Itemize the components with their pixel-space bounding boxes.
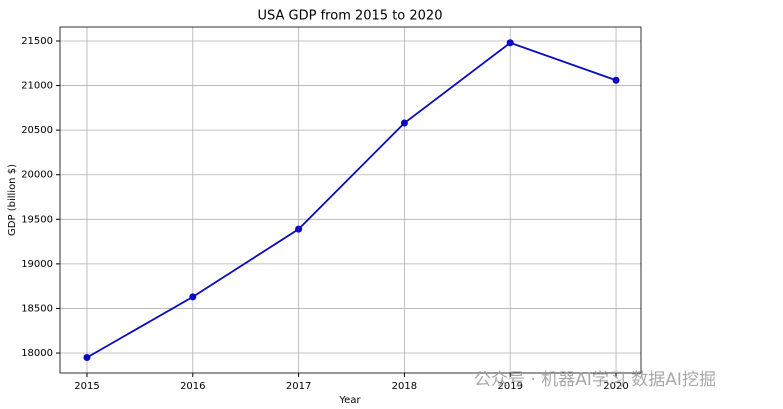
y-tick-label: 21500: [21, 36, 53, 47]
y-axis-label: GDP (billion $): [7, 164, 18, 236]
data-point: [189, 293, 197, 301]
y-tick-label: 18000: [21, 348, 53, 359]
data-line: [86, 41, 617, 359]
y-tick-label: 20000: [21, 170, 53, 181]
y-tick-label: 20500: [21, 125, 53, 136]
x-tick-label: 2016: [180, 381, 205, 392]
watermark: 公众号 · 机器AI学习 数据AI挖掘: [474, 370, 716, 390]
x-axis-label: Year: [338, 395, 361, 406]
x-tick-label: 2017: [286, 381, 311, 392]
y-tick-label: 18500: [21, 303, 53, 314]
y-tick-label: 19000: [21, 259, 53, 270]
data-point: [295, 225, 303, 233]
chart-title: USA GDP from 2015 to 2020: [258, 9, 443, 24]
x-tick-label: 2019: [497, 381, 522, 392]
plot-frame: [59, 26, 642, 374]
y-tick-label: 19500: [21, 214, 53, 225]
data-point: [506, 39, 514, 47]
x-tick-label: 2015: [74, 381, 99, 392]
data-point: [83, 353, 91, 361]
x-tick-label: 2020: [603, 381, 628, 392]
x-tick-label: 2018: [392, 381, 417, 392]
y-tick-label: 21000: [21, 81, 53, 92]
data-point: [612, 76, 620, 84]
data-point: [400, 119, 408, 127]
